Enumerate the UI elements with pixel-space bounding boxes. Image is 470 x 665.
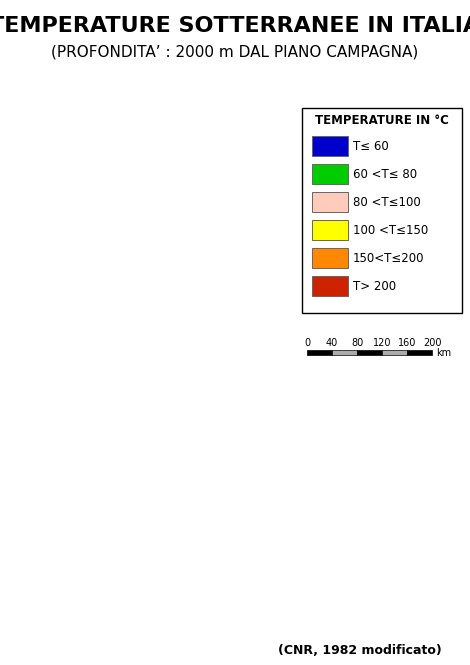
Text: 200: 200 (423, 338, 441, 348)
Text: (CNR, 1982 modificato): (CNR, 1982 modificato) (278, 644, 442, 656)
Bar (312, 136, 348, 156)
Text: 0: 0 (304, 338, 310, 348)
Text: 60 <T≤ 80: 60 <T≤ 80 (353, 168, 417, 180)
Bar (312, 192, 348, 212)
Bar (312, 220, 348, 240)
Text: 80 <T≤100: 80 <T≤100 (353, 196, 421, 209)
Text: TEMPERATURE IN °C: TEMPERATURE IN °C (315, 114, 449, 128)
Bar (312, 276, 348, 296)
Text: 40: 40 (326, 338, 338, 348)
Bar (407, 350, 432, 355)
Text: 120: 120 (373, 338, 391, 348)
Bar (357, 350, 382, 355)
Bar (332, 350, 357, 355)
Text: 100 <T≤150: 100 <T≤150 (353, 223, 428, 237)
Bar (382, 350, 407, 355)
Text: 80: 80 (351, 338, 363, 348)
Text: km: km (436, 348, 451, 358)
Text: 150<T≤200: 150<T≤200 (353, 251, 424, 265)
Text: 160: 160 (398, 338, 416, 348)
Bar (312, 164, 348, 184)
Bar (312, 248, 348, 268)
Text: T> 200: T> 200 (353, 279, 396, 293)
Bar (307, 350, 332, 355)
Text: (PROFONDITA’ : 2000 m DAL PIANO CAMPAGNA): (PROFONDITA’ : 2000 m DAL PIANO CAMPAGNA… (51, 45, 419, 59)
Text: TEMPERATURE SOTTERRANEE IN ITALIA: TEMPERATURE SOTTERRANEE IN ITALIA (0, 16, 470, 36)
Bar (302, 108, 462, 313)
Text: T≤ 60: T≤ 60 (353, 140, 389, 152)
